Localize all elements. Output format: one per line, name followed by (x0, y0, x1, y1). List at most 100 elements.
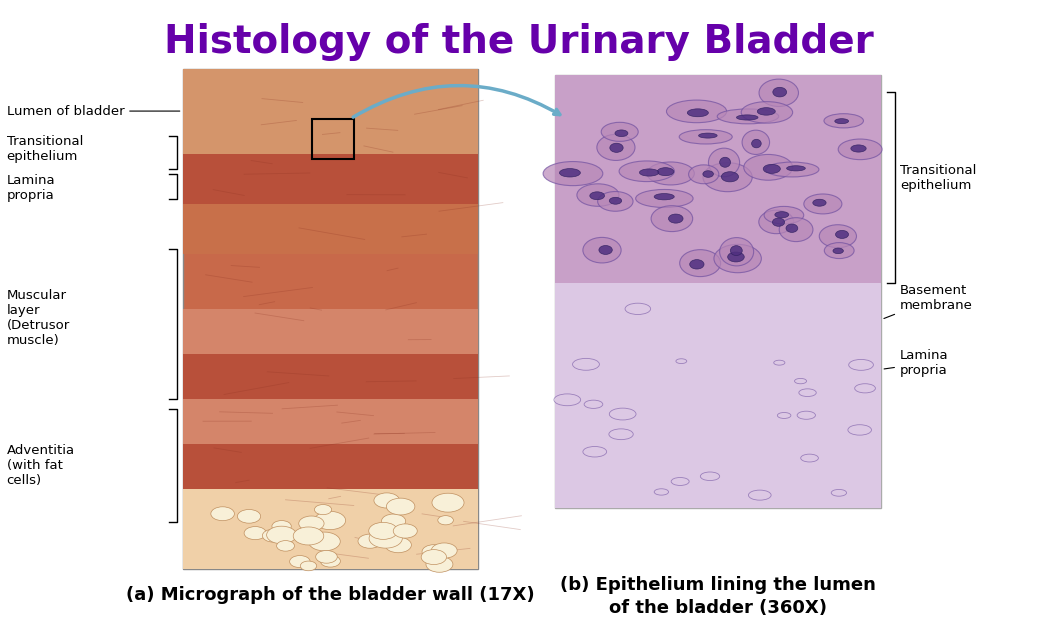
Ellipse shape (680, 249, 720, 277)
Circle shape (438, 516, 454, 525)
Text: (a) Micrograph of the bladder wall (17X): (a) Micrograph of the bladder wall (17X) (126, 586, 535, 604)
Bar (555, 75, 881, 282)
Circle shape (299, 516, 324, 531)
Ellipse shape (780, 218, 813, 241)
Ellipse shape (772, 218, 785, 226)
Ellipse shape (824, 243, 854, 259)
Ellipse shape (657, 168, 674, 175)
Circle shape (358, 534, 382, 548)
Ellipse shape (699, 133, 717, 138)
Text: Transitional
epithelium: Transitional epithelium (6, 134, 83, 162)
Circle shape (263, 529, 284, 542)
Ellipse shape (759, 210, 794, 234)
Ellipse shape (666, 100, 727, 123)
Ellipse shape (721, 172, 738, 182)
Text: Basement
membrane: Basement membrane (884, 284, 973, 318)
Circle shape (386, 498, 415, 515)
Ellipse shape (714, 244, 761, 272)
Ellipse shape (719, 238, 754, 266)
Ellipse shape (599, 246, 612, 254)
Bar (183, 399, 477, 444)
Circle shape (422, 545, 446, 559)
Bar (555, 282, 881, 508)
Ellipse shape (836, 230, 848, 238)
Ellipse shape (819, 225, 856, 248)
Circle shape (432, 493, 464, 512)
Circle shape (244, 527, 267, 540)
Circle shape (315, 511, 346, 530)
Ellipse shape (766, 162, 819, 177)
Ellipse shape (703, 163, 753, 192)
Ellipse shape (763, 164, 781, 174)
Ellipse shape (601, 123, 638, 141)
Ellipse shape (543, 162, 603, 185)
Circle shape (321, 555, 340, 567)
Bar (183, 444, 477, 489)
Ellipse shape (679, 129, 732, 144)
Ellipse shape (731, 246, 742, 256)
Ellipse shape (742, 130, 769, 154)
Ellipse shape (728, 252, 744, 262)
Circle shape (370, 529, 403, 548)
Ellipse shape (717, 109, 778, 124)
Ellipse shape (688, 165, 719, 183)
Ellipse shape (577, 184, 619, 207)
Bar (183, 68, 477, 569)
Ellipse shape (787, 165, 805, 171)
Bar (312, 119, 354, 159)
Ellipse shape (719, 157, 731, 167)
Circle shape (421, 550, 446, 565)
Ellipse shape (598, 192, 633, 211)
Circle shape (211, 507, 235, 521)
Ellipse shape (647, 162, 694, 185)
Circle shape (290, 555, 310, 568)
Bar (183, 68, 477, 154)
Ellipse shape (737, 115, 758, 120)
Circle shape (276, 541, 295, 551)
Bar (183, 309, 477, 354)
Ellipse shape (651, 206, 692, 231)
Ellipse shape (752, 139, 761, 148)
Ellipse shape (583, 238, 621, 263)
Ellipse shape (609, 197, 622, 204)
Ellipse shape (764, 207, 803, 224)
Ellipse shape (832, 248, 844, 254)
Text: Histology of the Urinary Bladder: Histology of the Urinary Bladder (164, 23, 874, 61)
Circle shape (315, 504, 332, 514)
Ellipse shape (668, 214, 683, 223)
Bar (183, 489, 477, 569)
Ellipse shape (803, 194, 842, 214)
Ellipse shape (824, 114, 864, 128)
Bar (183, 203, 477, 254)
Text: Transitional
epithelium: Transitional epithelium (900, 164, 977, 192)
Circle shape (238, 509, 261, 523)
Text: (b) Epithelium lining the lumen
of the bladder (360X): (b) Epithelium lining the lumen of the b… (561, 576, 876, 617)
Ellipse shape (744, 154, 793, 180)
Ellipse shape (635, 190, 693, 208)
Circle shape (368, 522, 398, 539)
Ellipse shape (654, 193, 675, 200)
Ellipse shape (835, 119, 849, 124)
Ellipse shape (839, 139, 882, 160)
Ellipse shape (741, 101, 793, 123)
Ellipse shape (709, 148, 740, 177)
Ellipse shape (703, 170, 713, 177)
Ellipse shape (597, 134, 635, 160)
Circle shape (426, 557, 453, 572)
Ellipse shape (687, 109, 708, 117)
Ellipse shape (619, 161, 675, 182)
Ellipse shape (758, 108, 775, 115)
Text: Lamina
propria: Lamina propria (884, 349, 949, 377)
Circle shape (382, 514, 406, 528)
Circle shape (300, 561, 317, 571)
Circle shape (293, 527, 324, 545)
Circle shape (385, 537, 411, 553)
Ellipse shape (786, 224, 798, 233)
Circle shape (316, 550, 337, 563)
Text: Lamina
propria: Lamina propria (6, 174, 55, 202)
Circle shape (432, 543, 457, 558)
Ellipse shape (609, 143, 623, 152)
Bar (183, 354, 477, 399)
Circle shape (267, 526, 297, 544)
Circle shape (272, 521, 292, 532)
